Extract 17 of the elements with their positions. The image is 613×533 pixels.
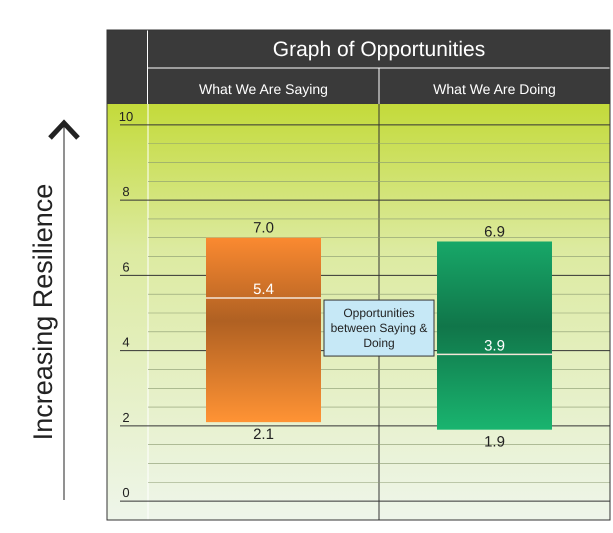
y-axis-title: Increasing Resilience	[28, 184, 58, 440]
y-tick-label: 6	[122, 259, 130, 274]
text: 1.9	[484, 434, 505, 451]
text: 6.9	[484, 223, 505, 240]
chart-title: Graph of Opportunities	[272, 38, 486, 61]
text: 2.1	[253, 426, 274, 444]
text: 5.4	[253, 280, 274, 298]
y-tick-label: 4	[122, 334, 130, 350]
annotation: Opportunities between Saying & Doing	[330, 306, 428, 350]
x-tick-label: What We Are Doing	[433, 81, 556, 97]
text: 3.9	[484, 337, 505, 354]
text: 7.0	[253, 220, 274, 237]
y-tick-label: 8	[122, 184, 130, 200]
y-tick-label: 10	[118, 108, 134, 124]
y-tick-label: 0	[122, 485, 130, 500]
x-tick-label: What We Are Saying	[199, 81, 328, 97]
y-tick-label: 2	[122, 410, 130, 425]
